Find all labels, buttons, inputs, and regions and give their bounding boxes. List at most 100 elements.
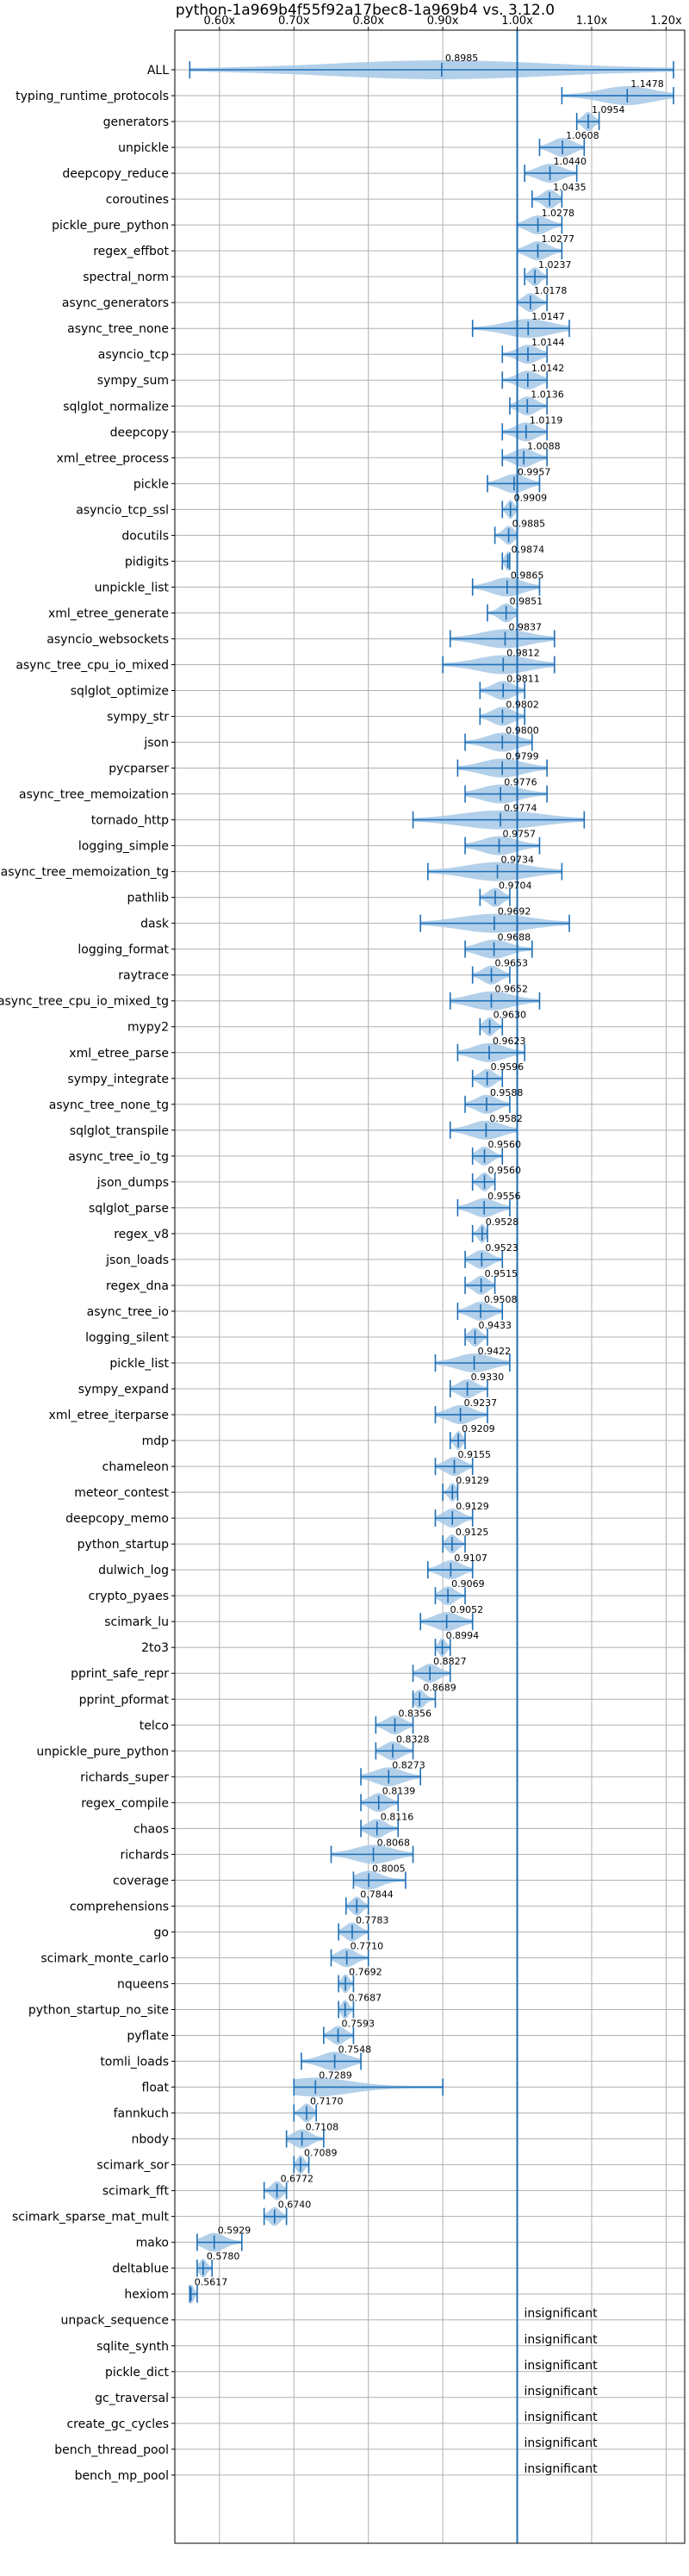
mean-value-label: 0.5617 <box>195 2277 228 2288</box>
benchmark-label: async_tree_memoization_tg <box>1 866 169 880</box>
benchmark-label: sympy_str <box>107 711 169 725</box>
mean-value-label: 0.8985 <box>445 53 479 64</box>
benchmark-label: fannkuch <box>114 2107 169 2121</box>
mean-value-label: 0.9209 <box>462 1423 495 1434</box>
benchmark-label: unpickle_list <box>95 581 170 594</box>
mean-value-label: 0.5780 <box>207 2251 240 2262</box>
mean-value-label: 1.0144 <box>531 337 565 348</box>
mean-value-label: 0.9909 <box>514 492 548 503</box>
benchmark-label: unpack_sequence <box>61 2314 169 2328</box>
mean-value-label: 0.8827 <box>433 1656 467 1667</box>
x-tick-label: 0.80x <box>352 15 384 28</box>
grid-layer <box>171 27 685 2543</box>
mean-value-label: 0.9556 <box>487 1191 521 1202</box>
benchmark-label: nbody <box>132 2133 170 2147</box>
benchmark-label: bench_mp_pool <box>75 2469 169 2483</box>
benchmark-label: pprint_safe_repr <box>71 1667 169 1681</box>
mean-value-label: 0.9957 <box>518 466 551 477</box>
mean-value-label: 1.0954 <box>592 104 625 115</box>
benchmark-label: meteor_contest <box>74 1486 169 1500</box>
benchmark-label: deltablue <box>112 2262 169 2276</box>
mean-value-label: 1.0237 <box>538 259 572 271</box>
benchmark-label: coroutines <box>106 193 169 207</box>
mean-value-label: 0.9528 <box>486 1216 519 1228</box>
benchmark-label: chameleon <box>102 1460 169 1474</box>
mean-value-label: 0.7783 <box>356 1914 389 1926</box>
benchmark-label: pickle_dict <box>105 2366 170 2380</box>
mean-value-label: 0.9523 <box>485 1242 518 1254</box>
mean-value-label: 0.9422 <box>478 1346 512 1357</box>
mean-value-label: 0.8328 <box>396 1733 430 1745</box>
benchmark-label: raytrace <box>118 969 169 983</box>
benchmark-label: sqlite_synth <box>96 2340 169 2354</box>
mean-value-label: 1.1478 <box>630 78 664 90</box>
insignificant-label: insignificant <box>525 2359 599 2373</box>
benchmark-label: crypto_pyaes <box>89 1590 169 1603</box>
mean-value-label: 0.7692 <box>349 1966 382 1977</box>
benchmark-label: xml_etree_generate <box>48 607 169 620</box>
benchmark-label: scimark_sor <box>96 2159 169 2173</box>
mean-value-label: 0.7687 <box>349 1993 382 2004</box>
chart-title: python-1a969b4f55f92a17bec8-1a969b4 vs. … <box>176 2 555 19</box>
benchmark-label: logging_silent <box>85 1331 169 1345</box>
insignificant-label: insignificant <box>525 2462 599 2476</box>
benchmark-label: pyflate <box>127 2030 169 2044</box>
mean-value-label: 0.9560 <box>488 1165 522 1176</box>
insignificant-label: insignificant <box>525 2385 599 2399</box>
benchmark-label: async_tree_cpu_io_mixed_tg <box>0 995 169 1009</box>
benchmark-label: tornado_http <box>91 814 169 828</box>
mean-value-label: 0.9508 <box>484 1294 518 1305</box>
mean-value-label: 0.9692 <box>498 906 531 918</box>
benchmark-label: asyncio_tcp <box>98 348 169 362</box>
benchmark-label: python_startup <box>78 1538 169 1552</box>
mean-value-label: 0.8689 <box>423 1682 456 1693</box>
benchmark-label: sympy_expand <box>78 1383 169 1397</box>
mean-value-label: 0.6772 <box>281 2174 314 2185</box>
mean-value-label: 0.9330 <box>471 1372 505 1383</box>
benchmark-label: pycparser <box>109 762 169 776</box>
mean-value-label: 1.0435 <box>553 182 587 193</box>
benchmark-label: docutils <box>121 529 169 543</box>
mean-value-label: 1.0178 <box>534 285 568 296</box>
benchmark-label: json_dumps <box>96 1176 169 1190</box>
x-tick-label: 1.00x <box>501 15 533 28</box>
mean-value-label: 0.9757 <box>503 829 537 840</box>
benchmark-label: telco <box>140 1719 169 1733</box>
mean-value-label: 1.0136 <box>531 389 564 400</box>
benchmark-label: dask <box>140 918 170 931</box>
mean-value-label: 0.8139 <box>382 1785 416 1796</box>
mean-value-label: 0.9652 <box>494 984 528 995</box>
mean-value-label: 1.0608 <box>566 130 599 141</box>
mean-value-label: 0.9155 <box>458 1449 492 1460</box>
benchmark-label: async_tree_none_tg <box>49 1098 169 1112</box>
benchmark-label: deepcopy_memo <box>65 1512 169 1526</box>
mean-value-label: 1.0440 <box>554 156 587 167</box>
benchmark-label: scimark_monte_carlo <box>40 1951 169 1965</box>
x-tick-label: 0.60x <box>204 15 236 28</box>
label-layer: 0.60x 0.70x 0.80x 0.90x 1.00x 1.10x 1.20x ALL 0.… <box>0 15 682 2483</box>
benchmark-label: deepcopy <box>110 426 169 439</box>
benchmark-label: asyncio_tcp_ssl <box>76 503 169 517</box>
benchmark-label: go <box>154 1926 169 1939</box>
mean-value-label: 0.7108 <box>306 2122 339 2133</box>
mean-value-label: 0.6740 <box>278 2200 312 2211</box>
benchmark-label: json_loads <box>105 1254 169 1267</box>
benchmark-label: pidigits <box>125 555 169 569</box>
mean-value-label: 0.9125 <box>456 1527 489 1538</box>
mean-value-label: 0.8005 <box>372 1863 406 1874</box>
benchmark-label: richards_super <box>80 1770 169 1784</box>
mean-value-label: 0.7844 <box>360 1888 394 1900</box>
mean-value-label: 0.9129 <box>456 1501 489 1512</box>
benchmark-label: pickle_pure_python <box>52 219 169 233</box>
benchmark-label: mako <box>136 2237 169 2250</box>
mean-value-label: 0.8994 <box>446 1630 480 1641</box>
benchmark-label: scimark_sparse_mat_mult <box>12 2211 169 2224</box>
mean-value-label: 0.7548 <box>338 2044 372 2056</box>
benchmark-label: gc_traversal <box>95 2392 169 2405</box>
mean-value-label: 1.0278 <box>542 208 575 219</box>
mean-value-label: 0.9588 <box>490 1087 524 1098</box>
benchmark-label: ALL <box>147 64 169 78</box>
insignificant-label: insignificant <box>525 2436 599 2450</box>
